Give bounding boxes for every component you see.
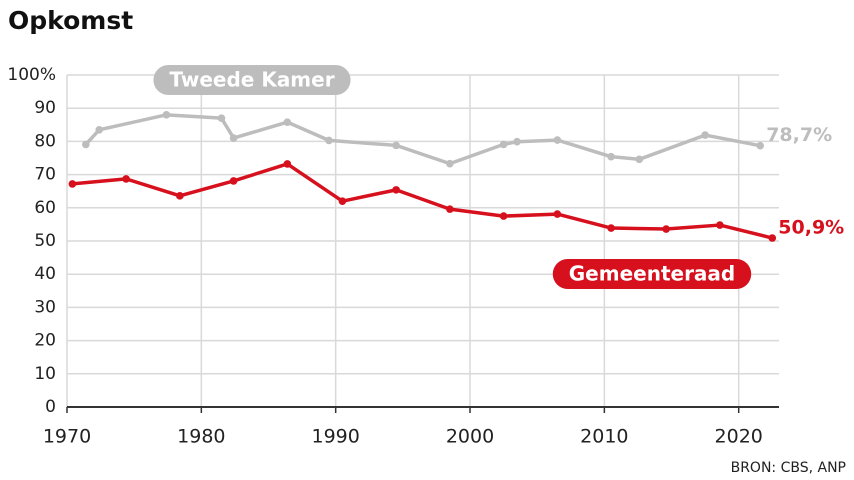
point: [176, 192, 184, 200]
point: [162, 111, 171, 119]
point: [716, 221, 724, 229]
point: [68, 180, 77, 188]
legend-pill: [552, 259, 752, 289]
x-tick-label: 2000: [446, 426, 494, 448]
y-tick-label: 60: [34, 198, 56, 218]
point: [229, 177, 238, 185]
point: [392, 141, 400, 150]
value-label: 78,7%: [766, 124, 832, 146]
y-tick-label: 90: [34, 98, 56, 118]
value-label: 50,9%: [778, 217, 844, 239]
chart-title: Opkomst: [8, 6, 133, 35]
y-tick-label: 20: [34, 331, 56, 351]
legend-entry: Tweede Kamer: [153, 65, 351, 95]
point: [768, 234, 777, 242]
series-line: [84, 113, 761, 166]
point: [82, 140, 90, 149]
point: [446, 205, 454, 213]
legend-pill: [153, 65, 351, 95]
x-tick-label: 2010: [580, 426, 628, 448]
point: [283, 118, 292, 126]
point: [325, 136, 333, 145]
y-tick-label: 30: [34, 297, 56, 317]
point: [217, 114, 226, 122]
legend-label: Gemeenteraad: [569, 262, 735, 286]
point: [499, 212, 508, 220]
point: [95, 125, 104, 134]
x-tick-label: 2020: [715, 426, 763, 448]
y-tick-label: 40: [34, 264, 56, 284]
y-tick-label: 70: [34, 165, 56, 185]
point: [122, 175, 130, 183]
point: [635, 155, 644, 164]
point: [756, 141, 764, 150]
point: [662, 225, 670, 233]
x-tick-label: 1970: [43, 426, 91, 448]
point: [513, 137, 521, 146]
point: [283, 160, 292, 168]
y-tick-label: 100%: [7, 65, 56, 85]
point: [499, 140, 508, 149]
source: BRON: CBS, ANP: [731, 460, 846, 476]
point: [701, 131, 709, 139]
point: [553, 210, 562, 218]
x-tick-label: 1990: [311, 426, 359, 448]
legend-entry: Gemeenteraad: [552, 259, 752, 289]
point: [229, 134, 238, 142]
y-tick-label: 0: [45, 397, 56, 417]
point: [607, 224, 615, 232]
series-line: [72, 162, 773, 240]
point: [607, 152, 615, 161]
point: [392, 186, 400, 194]
y-tick-label: 80: [34, 131, 56, 151]
y-tick-label: 10: [34, 364, 56, 384]
y-tick-label: 50: [34, 231, 56, 251]
x-tick-label: 1980: [177, 426, 225, 448]
point: [446, 159, 454, 168]
legend-label: Tweede Kamer: [169, 68, 334, 92]
point: [553, 136, 562, 144]
point: [338, 197, 347, 205]
